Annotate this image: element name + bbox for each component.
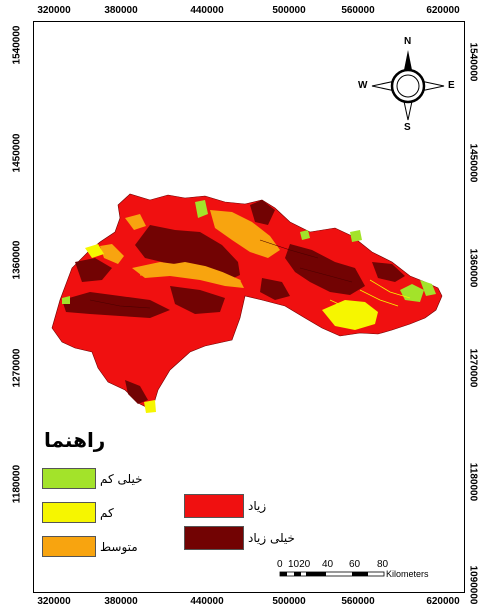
compass-west-label: W: [358, 80, 368, 91]
scale-bar: [279, 571, 385, 577]
region-very-low: [350, 230, 362, 242]
region-very-high: [135, 225, 240, 282]
region-very-high: [75, 258, 112, 282]
map-frame: [33, 21, 465, 593]
drainage-line: [329, 279, 411, 311]
region-low: [144, 400, 156, 413]
region-very-high: [250, 200, 275, 225]
legend-label: متوسط: [100, 539, 138, 554]
legend-label: خیلی زیاد: [248, 531, 295, 545]
legend-item-very-low: خیلی کم: [42, 468, 143, 489]
legend-swatch: [42, 536, 96, 557]
legend-swatch: [42, 468, 96, 489]
region-low: [85, 244, 104, 258]
legend-item-low: کم: [42, 502, 114, 523]
top-tick-label: 440000: [190, 5, 224, 16]
region-low: [322, 300, 378, 330]
region-very-high: [260, 278, 290, 300]
region-very-high: [285, 244, 365, 295]
scale-unit-label: Kilometers: [386, 569, 429, 579]
top-tick-label: 560000: [341, 5, 375, 16]
region-very-high: [170, 286, 225, 314]
top-tick-label: 320000: [37, 5, 71, 16]
region-very-low: [195, 200, 208, 218]
legend-label: زیاد: [248, 499, 267, 513]
bottom-tick-label: 560000: [341, 596, 375, 607]
region-medium: [100, 244, 124, 264]
scale-label: 0: [277, 559, 283, 570]
drainage-line: [89, 239, 353, 309]
region-medium: [210, 210, 280, 258]
region-very-high: [125, 380, 148, 404]
scale-label: 60: [349, 559, 361, 570]
legend-swatch: [42, 502, 96, 523]
bottom-tick-label: 380000: [104, 596, 138, 607]
scale-label: 1020: [288, 559, 311, 570]
region-medium: [125, 214, 146, 230]
top-tick-label: 380000: [104, 5, 138, 16]
north-arrow-compass-icon: [371, 50, 445, 121]
legend-item-high: زیاد: [184, 494, 266, 518]
legend-label: خیلی کم: [100, 471, 143, 486]
region-very-low: [62, 296, 70, 304]
bottom-tick-label: 440000: [190, 596, 224, 607]
legend-swatch: [184, 526, 244, 550]
legend-swatch: [184, 494, 244, 518]
region-very-low: [420, 280, 436, 296]
top-tick-label: 500000: [272, 5, 306, 16]
compass-south-label: S: [404, 122, 411, 133]
compass-north-label: N: [404, 36, 412, 47]
compass-east-label: E: [448, 80, 455, 91]
bottom-tick-label: 500000: [272, 596, 306, 607]
legend-title: راهنما: [44, 428, 106, 452]
region-very-high: [372, 262, 405, 282]
legend-item-medium: متوسط: [42, 536, 138, 557]
top-tick-label: 620000: [426, 5, 460, 16]
legend-label: کم: [100, 505, 114, 520]
region-very-low: [300, 230, 310, 240]
bottom-tick-label: 620000: [426, 596, 460, 607]
river-line: [139, 261, 241, 284]
legend-item-very-high: خیلی زیاد: [184, 526, 295, 550]
region-very-low: [400, 284, 424, 302]
scale-label: 80: [377, 559, 389, 570]
scale-label: 40: [322, 559, 334, 570]
bottom-tick-label: 320000: [37, 596, 71, 607]
